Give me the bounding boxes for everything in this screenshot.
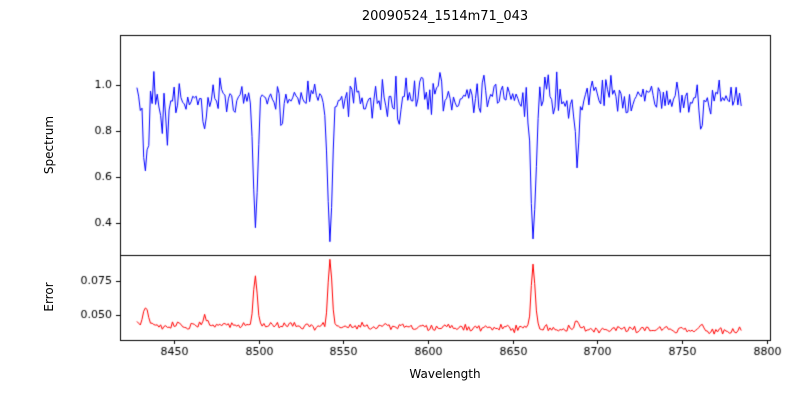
- chart-title: 20090524_1514m71_043: [361, 9, 529, 24]
- y-axis-label-error: Error: [42, 282, 56, 312]
- y-axis-label-spectrum: Spectrum: [42, 115, 56, 175]
- x-axis-label: Wavelength: [409, 367, 481, 381]
